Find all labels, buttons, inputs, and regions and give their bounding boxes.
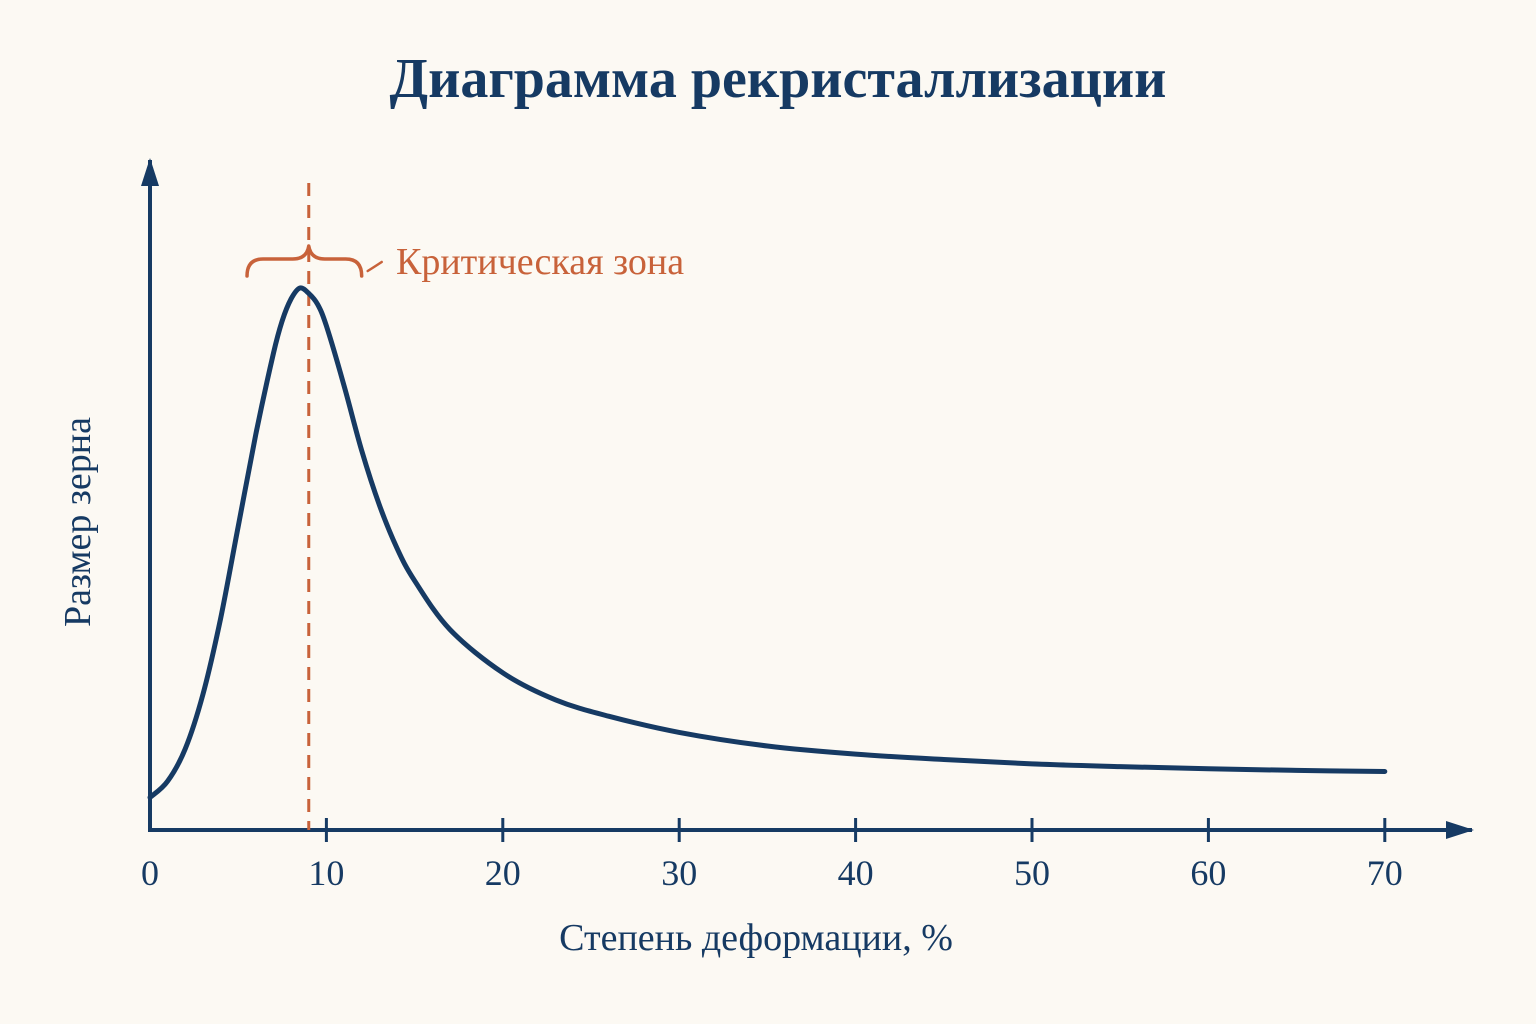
series-line-grain-size (147, 285, 1388, 800)
x-tick-label-30: 30 (661, 853, 697, 893)
axes (141, 158, 1474, 839)
x-tick-label-0: 0 (141, 853, 159, 893)
x-tick-label-20: 20 (485, 853, 521, 893)
x-ticks (324, 818, 1387, 842)
y-axis-label: Размер зерна (57, 417, 99, 627)
x-tick-label-50: 50 (1014, 853, 1050, 893)
x-axis-label: Степень деформации, % (559, 917, 953, 959)
x-tick-label-60: 60 (1190, 853, 1226, 893)
critical-zone-bracket (245, 244, 364, 278)
critical-zone-label: Критическая зона (396, 241, 684, 283)
x-tick-label-40: 40 (838, 853, 874, 893)
chart-title: Диаграмма рекристаллизации (390, 48, 1167, 110)
x-tick-label-10: 10 (308, 853, 344, 893)
x-tick-label-70: 70 (1367, 853, 1403, 893)
x-tick-labels: 0 10 20 30 40 50 60 70 (141, 853, 1403, 893)
critical-zone-leader (366, 260, 383, 273)
